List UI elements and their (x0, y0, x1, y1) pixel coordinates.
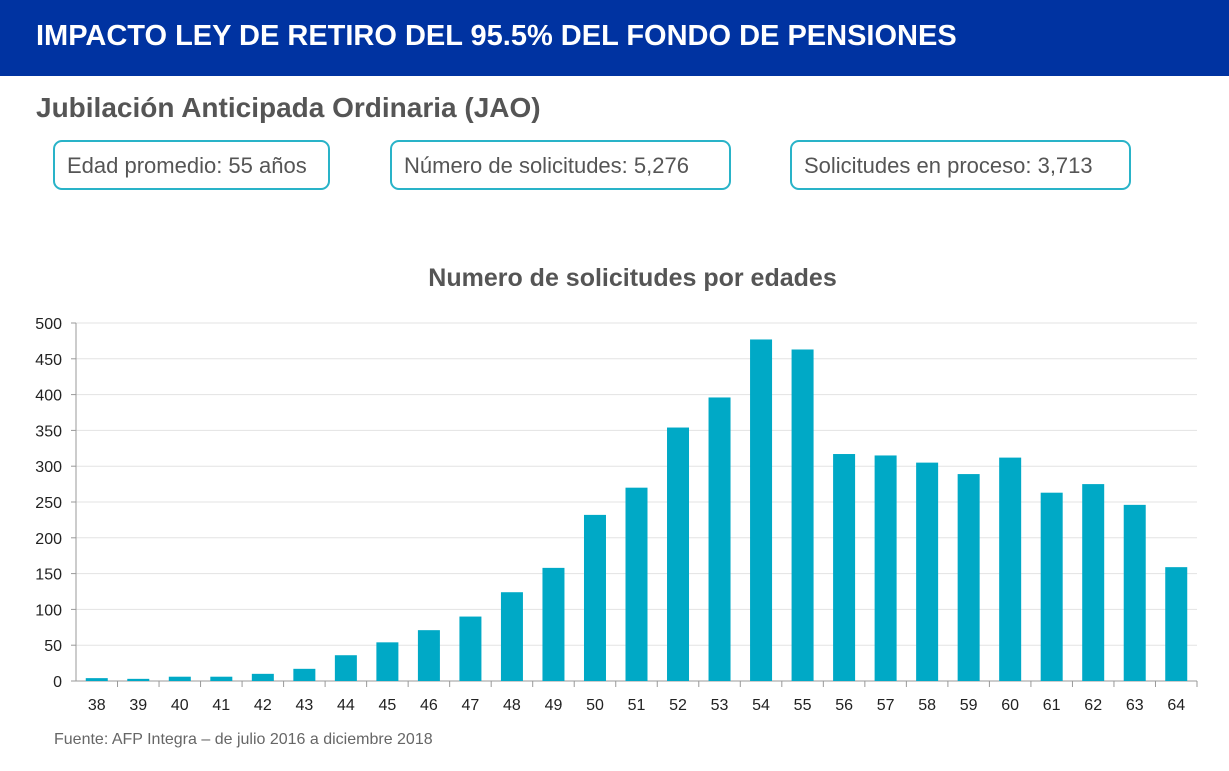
x-tick-label: 60 (1001, 697, 1019, 714)
bar-53 (708, 397, 731, 681)
bar-43 (293, 668, 316, 681)
bar-47 (459, 616, 482, 681)
bar-52 (667, 427, 690, 681)
bar-45 (376, 642, 399, 681)
bar-54 (750, 339, 773, 681)
bar-38 (85, 678, 108, 681)
x-tick-label: 56 (835, 697, 853, 714)
x-tick-label: 44 (337, 697, 355, 714)
x-tick-label: 57 (877, 697, 895, 714)
bar-39 (127, 678, 150, 681)
x-tick-label: 51 (628, 697, 646, 714)
x-tick-label: 43 (295, 697, 313, 714)
slide-title: IMPACTO LEY DE RETIRO DEL 95.5% DEL FOND… (36, 20, 957, 52)
x-tick-label: 62 (1084, 697, 1102, 714)
bar-41 (210, 676, 233, 681)
bar-44 (334, 655, 357, 681)
stat-average-age: Edad promedio: 55 años (53, 140, 330, 190)
y-tick-label: 300 (35, 459, 62, 476)
x-tick-label: 50 (586, 697, 604, 714)
x-tick-label: 53 (711, 697, 729, 714)
bar-49 (542, 567, 565, 681)
bar-63 (1123, 504, 1146, 681)
stat-in-process: Solicitudes en proceso: 3,713 (790, 140, 1131, 190)
x-tick-label: 47 (462, 697, 480, 714)
bar-48 (500, 592, 523, 681)
bar-64 (1165, 567, 1188, 681)
x-tick-label: 61 (1043, 697, 1061, 714)
x-tick-label: 49 (545, 697, 563, 714)
bar-62 (1082, 484, 1105, 681)
bar-60 (999, 457, 1022, 681)
bar-51 (625, 487, 648, 681)
x-tick-label: 54 (752, 697, 770, 714)
bar-40 (168, 676, 191, 681)
bar-42 (251, 673, 274, 681)
y-tick-label: 400 (35, 388, 62, 405)
bar-58 (916, 462, 939, 681)
bar-55 (791, 349, 814, 681)
header-bar: IMPACTO LEY DE RETIRO DEL 95.5% DEL FOND… (0, 0, 1229, 76)
bar-61 (1040, 492, 1063, 681)
x-tick-label: 59 (960, 697, 978, 714)
bar-57 (874, 455, 897, 681)
y-tick-label: 350 (35, 423, 62, 440)
subtitle: Jubilación Anticipada Ordinaria (JAO) (36, 92, 541, 123)
y-tick-label: 50 (44, 638, 62, 655)
x-tick-label: 40 (171, 697, 189, 714)
y-tick-label: 150 (35, 567, 62, 584)
y-tick-label: 500 (35, 316, 62, 333)
x-tick-label: 41 (212, 697, 230, 714)
x-tick-label: 55 (794, 697, 812, 714)
bar-59 (957, 474, 980, 681)
x-tick-label: 64 (1167, 697, 1185, 714)
x-tick-label: 52 (669, 697, 687, 714)
x-tick-label: 42 (254, 697, 272, 714)
x-tick-label: 48 (503, 697, 521, 714)
x-tick-label: 58 (918, 697, 936, 714)
y-tick-label: 100 (35, 602, 62, 619)
y-tick-label: 0 (53, 674, 62, 691)
y-tick-label: 450 (35, 352, 62, 369)
y-tick-label: 250 (35, 495, 62, 512)
y-tick-label: 200 (35, 531, 62, 548)
stat-requests: Número de solicitudes: 5,276 (390, 140, 731, 190)
bar-50 (583, 514, 606, 681)
x-tick-label: 39 (129, 697, 147, 714)
source-note: Fuente: AFP Integra – de julio 2016 a di… (54, 731, 433, 748)
x-tick-label: 38 (88, 697, 106, 714)
bar-56 (833, 454, 856, 681)
chart-title: Numero de solicitudes por edades (428, 264, 837, 292)
bar-46 (417, 630, 440, 681)
x-tick-label: 45 (378, 697, 396, 714)
x-tick-label: 63 (1126, 697, 1144, 714)
x-tick-label: 46 (420, 697, 438, 714)
